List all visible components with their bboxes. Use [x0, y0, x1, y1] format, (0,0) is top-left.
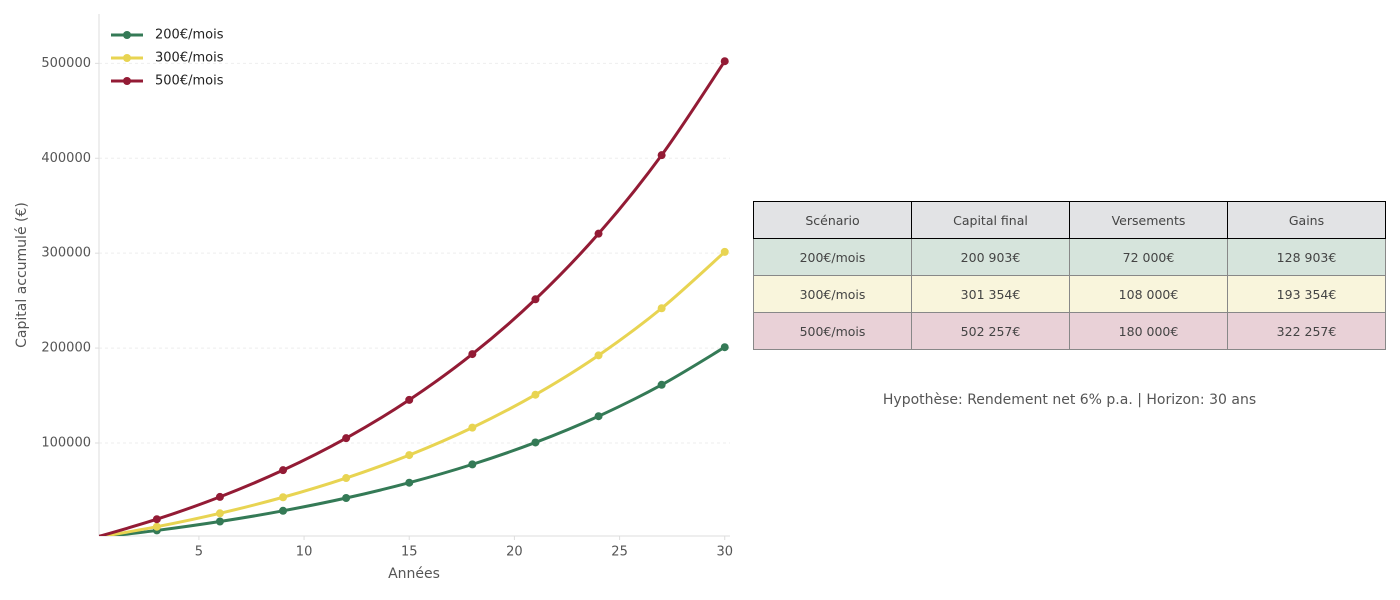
- x-tick-label: 5: [195, 545, 203, 560]
- x-tick-label: 25: [611, 545, 628, 560]
- x-tick-label: 15: [401, 545, 418, 560]
- header-cell: Capital final: [911, 201, 1070, 239]
- legend-label: 300€/mois: [155, 51, 224, 66]
- x-axis-label: Années: [388, 566, 440, 582]
- point: [657, 380, 666, 389]
- point: [90, 534, 98, 542]
- point: [594, 351, 603, 360]
- table-cell: 301 354€: [911, 275, 1070, 313]
- y-tick-label: 100000: [41, 435, 91, 450]
- point: [279, 506, 288, 515]
- table-cell: 128 903€: [1227, 238, 1386, 276]
- table-row: 300€/mois 301 354€ 108 000€ 193 354€: [753, 275, 1386, 313]
- table-row: 200€/mois 200 903€ 72 000€ 128 903€: [753, 238, 1386, 276]
- legend-marker: [123, 31, 131, 39]
- plot-area: [90, 57, 729, 542]
- legend-marker: [123, 54, 131, 62]
- point: [90, 534, 98, 542]
- header-cell: Versements: [1069, 201, 1228, 239]
- point: [657, 304, 666, 313]
- table-row: 500€/mois 502 257€ 180 000€ 322 257€: [753, 312, 1386, 350]
- table-cell: 322 257€: [1227, 312, 1386, 350]
- point: [531, 390, 540, 399]
- point: [405, 478, 414, 487]
- y-axis-label: Capital accumulé (€): [14, 202, 30, 348]
- point: [152, 522, 161, 531]
- legend-marker: [123, 77, 131, 85]
- point: [215, 509, 224, 518]
- point: [531, 295, 540, 304]
- y-tick-label: 300000: [41, 246, 91, 261]
- series-line: [99, 60, 726, 536]
- point: [279, 493, 288, 502]
- point: [720, 57, 729, 66]
- y-tick-label: 500000: [41, 56, 91, 71]
- y-tick-label: 200000: [41, 341, 91, 356]
- legend-label: 500€/mois: [155, 74, 224, 89]
- point: [468, 423, 477, 432]
- summary-table: Scénario Capital final Versements Gains 200€…: [753, 201, 1386, 350]
- point: [468, 350, 477, 359]
- table-cell: 200 903€: [911, 238, 1070, 276]
- point: [342, 494, 351, 503]
- chart: Années Capital accumulé (€) 200€/mois 300…: [14, 14, 733, 582]
- table-cell: 502 257€: [911, 312, 1070, 350]
- table-cell: 72 000€: [1069, 238, 1228, 276]
- point: [531, 438, 540, 447]
- x-tick-label: 30: [716, 545, 733, 560]
- point: [152, 515, 161, 524]
- point: [342, 434, 351, 443]
- legend: 200€/mois 300€/mois 500€/mois: [111, 28, 224, 89]
- point: [594, 229, 603, 238]
- point: [405, 395, 414, 404]
- header-cell: Scénario: [753, 201, 912, 239]
- table-cell: 108 000€: [1069, 275, 1228, 313]
- point: [657, 151, 666, 160]
- point: [468, 460, 477, 469]
- point: [215, 517, 224, 526]
- x-tick-label: 20: [506, 545, 523, 560]
- header-row: Scénario Capital final Versements Gains: [753, 201, 1386, 239]
- point: [90, 534, 98, 542]
- point: [720, 343, 729, 352]
- x-tick-label: 10: [296, 545, 313, 560]
- point: [720, 247, 729, 256]
- table-cell: 500€/mois: [753, 312, 912, 350]
- point: [405, 451, 414, 460]
- point: [215, 492, 224, 501]
- table-cell: 300€/mois: [753, 275, 912, 313]
- legend-label: 200€/mois: [155, 28, 224, 43]
- table-cell: 200€/mois: [753, 238, 912, 276]
- series-line: [99, 250, 726, 536]
- point: [342, 474, 351, 483]
- header-cell: Gains: [1227, 201, 1386, 239]
- y-tick-label: 400000: [41, 151, 91, 166]
- point: [279, 466, 288, 475]
- table-cell: 180 000€: [1069, 312, 1228, 350]
- note: Hypothèse: Rendement net 6% p.a. | Horiz…: [882, 392, 1257, 408]
- table-cell: 193 354€: [1227, 275, 1386, 313]
- grid: [99, 62, 730, 444]
- point: [594, 412, 603, 421]
